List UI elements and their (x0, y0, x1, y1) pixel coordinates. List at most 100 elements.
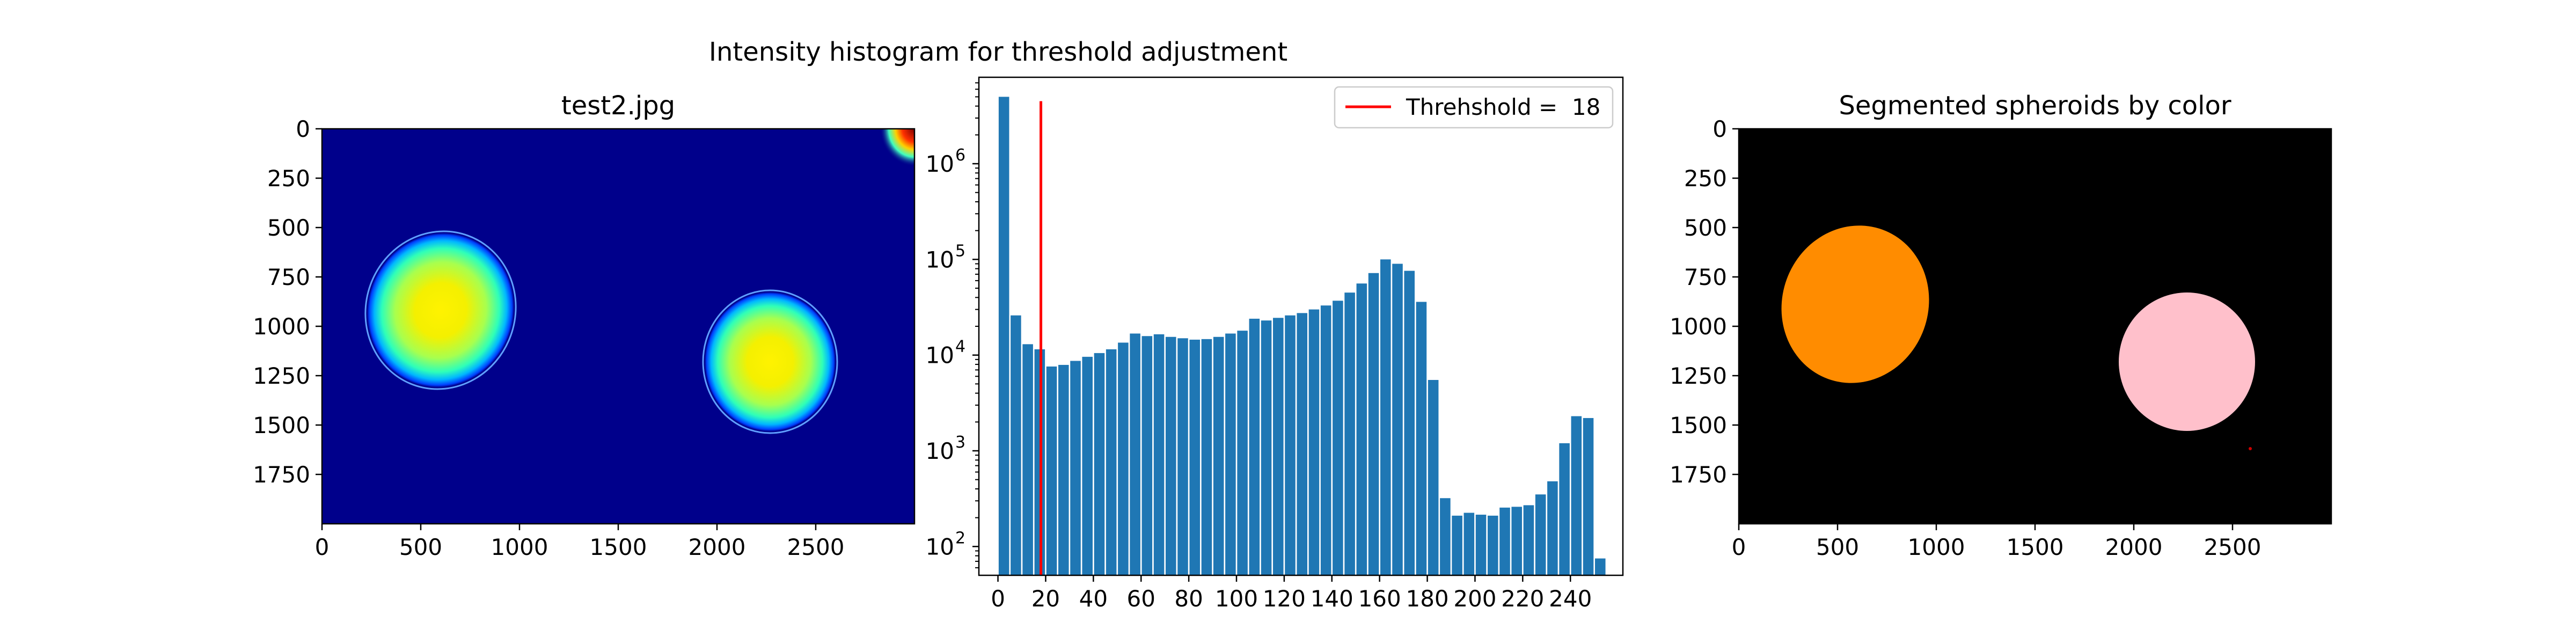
right-y-tick-label: 750 (1684, 264, 1727, 290)
middle-panel: Intensity histogram for threshold adjust… (709, 37, 1624, 612)
left-x-tick-label: 0 (315, 534, 330, 560)
histogram-bar (1333, 301, 1343, 575)
histogram-bar (1213, 336, 1224, 575)
histogram-bar (1237, 331, 1248, 575)
histogram-x-tick-label: 220 (1501, 586, 1544, 612)
left-y-tick-label: 1000 (253, 313, 310, 340)
right-y-ticks: 0 250 500 750 1000 1250 1500 1750 (1670, 116, 1739, 488)
histogram-bars (998, 97, 1606, 575)
histogram-bar (1249, 318, 1260, 575)
legend-box (1334, 86, 1614, 129)
left-x-tick-label: 2000 (689, 534, 746, 560)
histogram-bar (1559, 443, 1570, 575)
histogram-bar (1452, 515, 1462, 575)
histogram-bar (1583, 418, 1594, 575)
right-panel-title: Segmented spheroids by color (1839, 91, 2231, 121)
right-x-tick-label: 2000 (2105, 534, 2163, 560)
histogram-bar (1022, 344, 1033, 575)
histogram-bar (1344, 292, 1355, 575)
histogram-bar (1428, 379, 1439, 575)
left-x-tick-label: 2500 (787, 534, 845, 560)
histogram-bar (1189, 339, 1200, 575)
histogram-bar (1201, 339, 1212, 575)
histogram-x-tick-label: 140 (1311, 586, 1353, 612)
histogram-y-tick-label: 10 (926, 246, 954, 273)
left-x-ticks: 0 500 1000 1500 2000 2500 (315, 524, 845, 560)
right-x-tick-label: 500 (1816, 534, 1859, 560)
histogram-x-tick-label: 40 (1079, 586, 1108, 612)
histogram-bar (1046, 366, 1057, 575)
right-x-tick-label: 2500 (2204, 534, 2262, 560)
histogram-x-tick-label: 80 (1174, 586, 1203, 612)
histogram-bar (1118, 342, 1129, 575)
histogram-bar (1106, 349, 1117, 575)
histogram-y-tick-exponent: 4 (955, 338, 965, 356)
histogram-x-tick-label: 100 (1215, 586, 1258, 612)
left-y-tick-label: 1500 (253, 412, 310, 438)
left-y-ticks: 0 250 500 750 1000 1250 1500 1750 (253, 116, 322, 488)
histogram-x-tick-label: 180 (1406, 586, 1448, 612)
histogram-bar (1177, 338, 1188, 575)
histogram-bar (1416, 302, 1427, 575)
histogram-bar (1070, 361, 1081, 575)
histogram-bar (1320, 305, 1331, 575)
histogram-bar (1153, 334, 1165, 575)
histogram-x-tick-label: 200 (1453, 586, 1496, 612)
histogram-y-tick-exponent: 2 (955, 529, 965, 547)
histogram-bar (1094, 353, 1105, 575)
histogram-x-tick-label: 60 (1126, 586, 1155, 612)
histogram-bar (1308, 309, 1320, 575)
histogram-x-ticks: 0 20 40 60 80 100 120 140 160 180 200 220 240 (991, 575, 1592, 612)
histogram-bar (1404, 270, 1415, 575)
left-x-tick-label: 1500 (590, 534, 647, 560)
histogram-bar (1273, 318, 1284, 575)
right-y-tick-label: 250 (1684, 165, 1727, 192)
histogram-y-tick-label: 10 (926, 438, 954, 464)
right-y-tick-label: 0 (1713, 116, 1727, 142)
histogram-bar (1285, 315, 1296, 575)
left-y-tick-label: 750 (267, 264, 310, 290)
histogram-bar (1488, 515, 1498, 575)
left-panel-title: test2.jpg (561, 91, 675, 121)
left-spheroid-2 (705, 292, 836, 431)
right-y-tick-label: 1000 (1670, 313, 1727, 340)
histogram-bar (1463, 513, 1475, 575)
histogram-x-tick-label: 0 (991, 586, 1005, 612)
legend: Threhshold = 18 (1334, 86, 1614, 129)
histogram-y-tick-label: 10 (926, 533, 954, 560)
right-y-tick-label: 500 (1684, 215, 1727, 241)
histogram-x-tick-label: 20 (1031, 586, 1060, 612)
middle-panel-title: Intensity histogram for threshold adjust… (709, 37, 1287, 67)
histogram-bar (1499, 507, 1510, 575)
histogram-bar (1356, 283, 1367, 575)
right-y-tick-label: 1500 (1670, 412, 1727, 438)
histogram-y-tick-exponent: 3 (955, 433, 965, 452)
right-panel: Segmented spheroids by color 0 500 1000 150… (1670, 91, 2332, 560)
legend-threshold-label: Threhshold = 18 (1406, 94, 1600, 120)
right-x-ticks: 0 500 1000 1500 2000 2500 (1732, 524, 2262, 560)
histogram-bar (1297, 313, 1307, 575)
histogram-bar (1571, 416, 1582, 575)
left-y-tick-label: 1250 (253, 363, 310, 389)
left-x-tick-label: 500 (399, 534, 442, 560)
histogram-y-tick-label: 10 (926, 342, 954, 369)
left-y-tick-label: 500 (267, 215, 310, 241)
right-spheroid-orange (1781, 225, 1929, 383)
left-y-tick-label: 0 (296, 116, 310, 142)
histogram-bar (1511, 507, 1522, 575)
right-y-tick-label: 1250 (1670, 363, 1727, 389)
histogram-x-tick-label: 240 (1549, 586, 1592, 612)
histogram-bar (1392, 264, 1403, 575)
histogram-bar (1130, 333, 1140, 575)
right-x-tick-label: 1000 (1908, 534, 1965, 560)
histogram-bar (1058, 364, 1069, 575)
histogram-bar (1082, 356, 1093, 575)
histogram-bar (1523, 505, 1534, 575)
histogram-bar (998, 97, 1009, 575)
histogram-bar (1166, 336, 1176, 575)
left-x-tick-label: 1000 (491, 534, 548, 560)
left-y-tick-label: 1750 (253, 462, 310, 488)
histogram-y-tick-exponent: 6 (955, 146, 965, 165)
